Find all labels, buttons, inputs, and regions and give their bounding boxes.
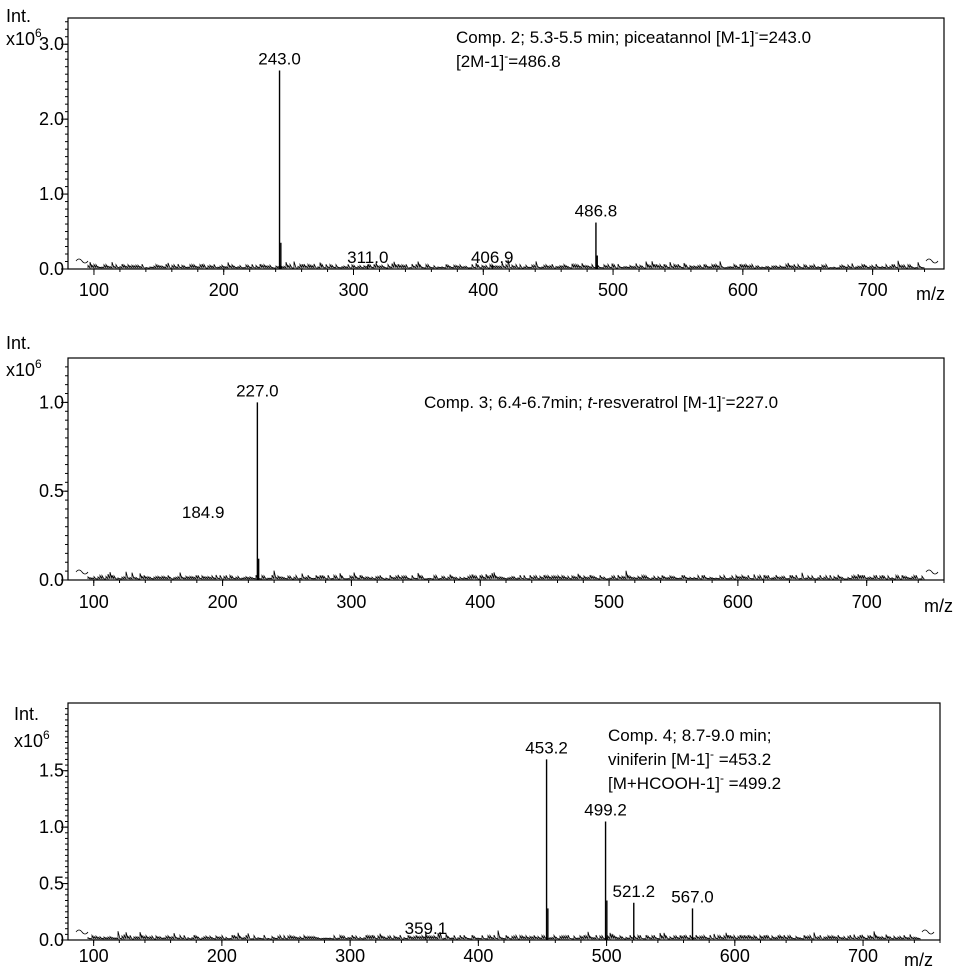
y-tick-label: 1.5 [39,761,64,781]
y-axis-label: Int. [14,704,39,724]
x-tick-label: 400 [468,280,498,300]
annotation-superscript: - [710,747,714,761]
annotation-line: [M+HCOOH-1]- =499.2 [608,771,781,793]
x-tick-label: 200 [208,592,238,612]
annotation-line: Comp. 4; 8.7-9.0 min; [608,726,771,745]
annotation-text: [M+HCOOH-1] [608,774,720,793]
x-tick-label: 300 [336,592,366,612]
annotation-line: Comp. 3; 6.4-6.7min; t-resveratrol [M-1]… [424,390,778,412]
x-tick-label: 100 [79,280,109,300]
annotation-superscript: - [722,390,726,404]
y-axis-unit: x106 [6,26,42,49]
axis-break-icon [925,258,939,264]
peak-label: 406.9 [471,248,514,267]
y-axis-label: Int. [6,333,31,353]
y-axis-unit: x106 [6,357,42,380]
annotation-text: Comp. 3; 6.4-6.7min; [424,393,587,412]
baseline-noise [87,930,921,941]
x-tick-label: 500 [592,946,622,966]
annotation-superscript: - [755,25,759,39]
peak-label: 184.9 [182,503,225,522]
axis-break-icon [75,929,89,935]
y-tick-label: 2.0 [39,109,64,129]
spectrum-panel-2: Int.x106 0.0 1.0 2.0 3.0 100 200 300 400 500 600 70… [6,6,945,304]
y-tick-label: 0.0 [39,570,64,590]
axis-break-icon [75,569,89,575]
annotation-text: Comp. 2; 5.3-5.5 min; piceatannol [M-1] [456,28,755,47]
y-tick-label: 0.0 [39,930,64,950]
x-tick-label: 500 [598,280,628,300]
y-tick-label: 0.0 [39,259,64,279]
plot-frame [67,357,945,581]
annotation-text: =453.2 [714,750,771,769]
x-tick-label: 100 [79,946,109,966]
annotation-italic: t [587,393,593,412]
y-tick-label: 1.0 [39,392,64,412]
spectrum-panel-3: Int. x106 0.0 0.5 1.0 100 200 300 400 500 600 700 m/… [6,333,953,616]
peak-label: 486.8 [575,202,618,221]
axis-break-icon [75,258,89,264]
y-axis-unit-exponent: 6 [35,26,42,40]
peak-label: 311.0 [347,248,388,267]
baseline-noise [87,570,925,581]
peak-label: 499.2 [584,801,627,820]
peak-label: 567.0 [671,887,714,906]
annotation-text: -resveratrol [M-1] [592,393,721,412]
y-axis-unit-exponent: 6 [35,357,42,371]
y-axis-label: Int. [6,6,31,26]
axis-break-icon [925,569,939,575]
annotation-line: viniferin [M-1]- =453.2 [608,747,771,769]
annotation-text: [2M-1] [456,52,504,71]
peak-label: 453.2 [525,738,568,757]
plot-frame [67,17,945,270]
x-tick-label: 300 [338,280,368,300]
y-tick-label: 1.0 [39,184,64,204]
y-tick-label: 0.5 [39,481,64,501]
spectrum-panel-4: Int. x106 0.0 0.5 1.0 1.5 100 200 300 400 500 600 70… [14,702,941,970]
x-tick-label: 300 [335,946,365,966]
x-tick-label: 500 [594,592,624,612]
annotation-line: Comp. 2; 5.3-5.5 min; piceatannol [M-1]-… [456,25,811,47]
peak-label: 521.2 [613,882,656,901]
x-axis-label: m/z [924,596,953,616]
x-tick-label: 700 [852,592,882,612]
x-tick-label: 400 [463,946,493,966]
annotation-line: [2M-1]-=486.8 [456,49,561,71]
x-tick-label: 600 [723,592,753,612]
x-tick-label: 600 [728,280,758,300]
annotation-text: =499.2 [724,774,781,793]
y-tick-label: 1.0 [39,817,64,837]
x-tick-label: 600 [720,946,750,966]
annotation-superscript: - [504,49,508,63]
peak-label: 227.0 [236,381,279,400]
y-tick-label: 3.0 [39,34,64,54]
peak-label: 243.0 [258,49,301,68]
annotation-text: viniferin [M-1] [608,750,710,769]
x-tick-label: 100 [79,592,109,612]
annotation-text: =227.0 [726,393,778,412]
axis-break-icon [921,929,935,935]
peak-label: 359.1 [405,919,448,938]
baseline-noise [87,259,925,270]
annotation-text: =486.8 [508,52,560,71]
y-tick-label: 0.5 [39,874,64,894]
annotation-superscript: - [720,771,724,785]
y-axis-unit: x106 [14,728,50,751]
x-tick-label: 200 [209,280,239,300]
x-axis-label: m/z [904,950,933,970]
annotation-text: =243.0 [759,28,811,47]
x-tick-label: 200 [207,946,237,966]
x-tick-label: 700 [848,946,878,966]
x-tick-label: 700 [858,280,888,300]
plot-frame [67,702,941,941]
y-axis-unit-exponent: 6 [43,728,50,742]
x-tick-label: 400 [465,592,495,612]
annotation-text: Comp. 4; 8.7-9.0 min; [608,726,771,745]
x-axis-label: m/z [916,284,945,304]
